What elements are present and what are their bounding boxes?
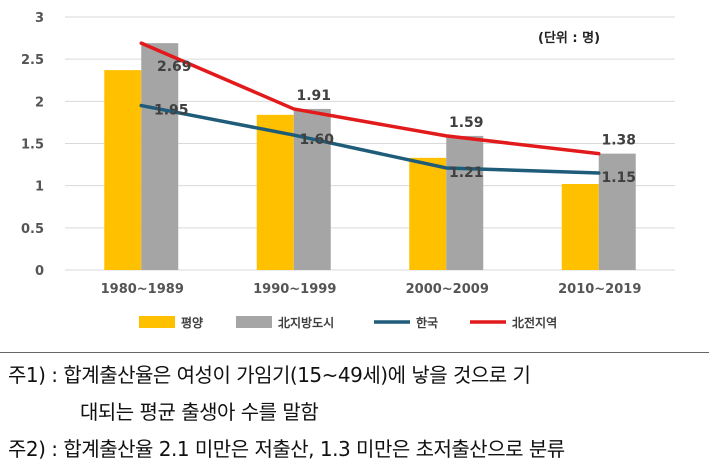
note-1-label: 주1) :	[8, 363, 64, 387]
note-1: 주1) : 합계출산율은 여성이 가임기(15~49세)에 낳을 것으로 기	[8, 359, 531, 388]
y-tick-label: 1.5	[21, 138, 44, 153]
unit-label: (단위 : 명)	[538, 30, 600, 46]
y-tick-label: 3	[35, 11, 44, 26]
note-1-text: 합계출산율은 여성이 가임기(15~49세)에 낳을 것으로 기	[63, 363, 531, 387]
legend-pyongyang-swatch	[139, 316, 175, 328]
data-label: 1.38	[601, 133, 636, 149]
line-nk-total	[139, 41, 601, 156]
legend-korea-label: 한국	[416, 315, 438, 330]
bar-pyongyang	[104, 70, 142, 270]
note-2-text: 합계출산율 2.1 미만은 저출산, 1.3 미만은 초저출산으로 분류	[63, 437, 565, 461]
bar-pyongyang	[409, 157, 447, 270]
note-2-label: 주2) :	[8, 437, 64, 461]
legend-nk-total-label: 北전지역	[512, 315, 557, 330]
x-tick-label: 1990~1999	[253, 282, 336, 297]
x-tick-label: 2000~2009	[406, 282, 489, 297]
y-tick-label: 0.5	[21, 222, 44, 237]
data-label: 1.60	[299, 132, 334, 148]
note-1-continued: 대되는 평균 출생아 수를 말함	[80, 396, 319, 425]
data-label: 1.15	[601, 170, 636, 186]
x-tick-label: 2010~2019	[558, 282, 641, 297]
bar-nk-provincial-cities	[598, 153, 636, 270]
data-label: 1.59	[449, 115, 484, 131]
bar-pyongyang	[561, 183, 599, 270]
bar-nk-provincial-cities	[446, 135, 484, 270]
x-tick-label: 1980~1989	[101, 282, 184, 297]
note-1-text-cont: 대되는 평균 출생아 수를 말함	[80, 400, 319, 424]
footnotes: 주1) : 합계출산율은 여성이 가임기(15~49세)에 낳을 것으로 기 대…	[0, 352, 709, 461]
line-korea	[139, 103, 601, 175]
y-tick-label: 0	[35, 264, 44, 279]
bar-pyongyang	[256, 114, 294, 271]
legend-nk-provincial-cities-label: 北지방도시	[278, 315, 334, 330]
y-tick-label: 2.5	[21, 53, 44, 68]
legend-nk-provincial-cities-swatch	[236, 316, 272, 328]
legend-pyongyang-label: 평양	[181, 315, 203, 330]
note-2: 주2) : 합계출산율 2.1 미만은 저출산, 1.3 미만은 초저출산으로 …	[8, 433, 565, 462]
y-tick-label: 2	[35, 95, 44, 110]
bar-nk-provincial-cities	[141, 43, 179, 270]
chart: (단위 : 명) 2.69 1.95 1.91 1.60 1.59 1.21 1.38 1.1…	[21, 11, 675, 330]
data-label: 1.91	[296, 88, 331, 104]
y-tick-label: 1	[35, 180, 44, 195]
data-label: 1.95	[154, 103, 189, 119]
data-label: 1.21	[449, 165, 484, 181]
data-label: 2.69	[157, 59, 192, 75]
